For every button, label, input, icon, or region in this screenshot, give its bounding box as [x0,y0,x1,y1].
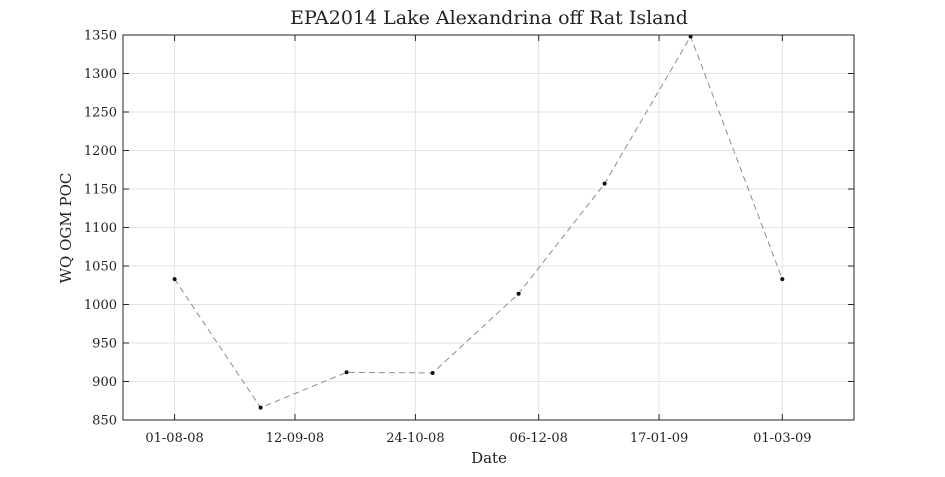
y-tick-label: 900 [92,375,117,390]
y-tick-label: 1150 [84,183,117,198]
x-tick-label: 01-03-09 [753,431,811,446]
data-point [780,277,785,282]
x-tick-label: 06-12-08 [509,431,567,446]
y-tick-label: 1250 [84,106,117,121]
data-point [344,370,349,375]
data-point [688,34,693,39]
y-tick-label: 1350 [84,29,117,44]
axes: 850 900 950 1000 1050 1100 1150 1200 1250 1300 135… [84,29,855,446]
chart-title: EPA2014 Lake Alexandrina off Rat Island [290,7,688,29]
x-axis-label: Date [471,449,507,467]
series-layer [172,34,785,410]
x-tick-label: 24-10-08 [386,431,444,446]
x-tick-label: 12-09-08 [266,431,324,446]
data-point [430,371,435,376]
plot-area-frame [122,34,855,421]
x-tick-label: 01-08-08 [145,431,203,446]
y-tick-label: 1100 [84,221,117,236]
data-point [516,291,521,296]
y-tick-label: 950 [92,337,117,352]
data-point [602,181,607,186]
data-point [172,277,177,282]
y-tick-label: 1000 [84,298,117,313]
y-tick-label: 1050 [84,260,117,275]
y-tick-label: 1200 [84,144,117,159]
y-axis-label: WQ OGM POC [57,173,75,284]
y-tick-label: 850 [92,414,117,429]
y-tick-label: 1300 [84,67,117,82]
series-line [174,35,783,409]
data-point [258,405,263,410]
x-tick-label: 17-01-09 [630,431,688,446]
